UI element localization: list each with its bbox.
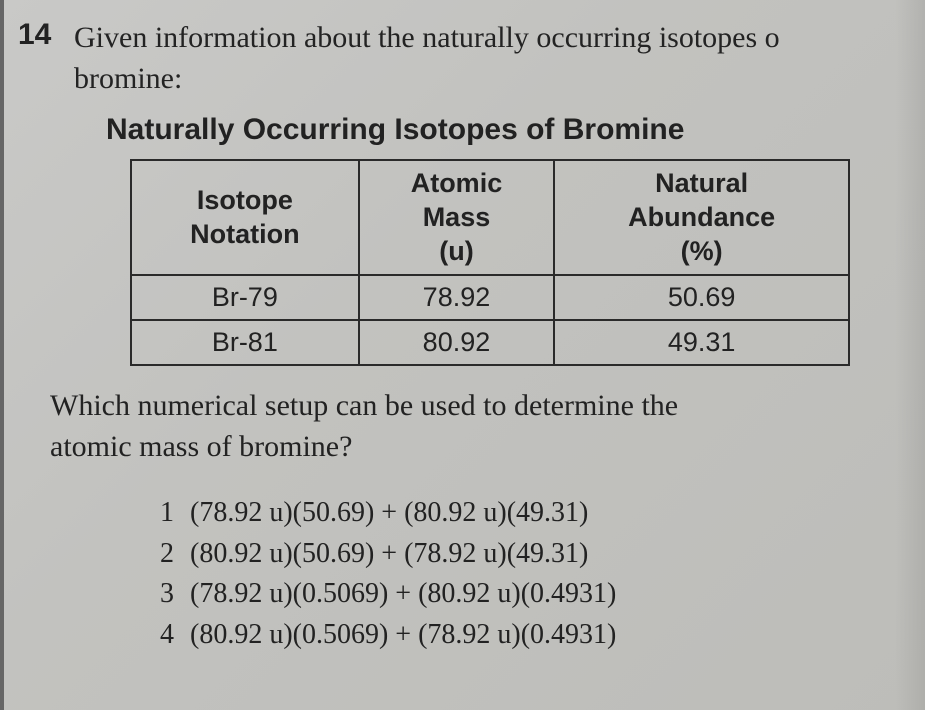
cell-mass: 80.92	[359, 320, 555, 365]
stem-line-2: bromine:	[74, 62, 182, 95]
choice-row: 1 (78.92 u)(50.69) + (80.92 u)(49.31)	[150, 493, 915, 534]
choice-number: 1	[150, 493, 174, 534]
table-title: Naturally Occurring Isotopes of Bromine	[106, 113, 915, 147]
cell-abundance: 50.69	[554, 275, 849, 320]
question-followup: Which numerical setup can be used to det…	[50, 386, 905, 467]
follow-line-2: atomic mass of bromine?	[50, 430, 352, 463]
cell-abundance: 49.31	[554, 320, 849, 365]
choice-number: 2	[150, 534, 174, 575]
isotope-table: Isotope Notation Atomic Mass (u) Natural…	[130, 159, 850, 366]
col3-line2: Abundance	[628, 202, 775, 232]
col3-line1: Natural	[655, 168, 748, 198]
answer-choices: 1 (78.92 u)(50.69) + (80.92 u)(49.31) 2 …	[150, 493, 915, 655]
col2-unit: (u)	[439, 236, 473, 266]
question-number: 14	[10, 18, 56, 52]
choice-text: (80.92 u)(50.69) + (78.92 u)(49.31)	[190, 534, 588, 575]
follow-line-1: Which numerical setup can be used to det…	[50, 389, 678, 422]
choice-row: 2 (80.92 u)(50.69) + (78.92 u)(49.31)	[150, 534, 915, 575]
choice-row: 3 (78.92 u)(0.5069) + (80.92 u)(0.4931)	[150, 574, 915, 615]
stem-line-1: Given information about the naturally oc…	[74, 21, 780, 54]
table-row: Br-81 80.92 49.31	[131, 320, 849, 365]
col-natural-abundance: Natural Abundance (%)	[554, 160, 849, 275]
col-atomic-mass: Atomic Mass (u)	[359, 160, 555, 275]
page: 14 Given information about the naturally…	[0, 0, 925, 710]
choice-number: 4	[150, 615, 174, 656]
col1-line1: Isotope	[197, 185, 293, 215]
col3-unit: (%)	[681, 236, 723, 266]
choice-number: 3	[150, 574, 174, 615]
choice-text: (78.92 u)(50.69) + (80.92 u)(49.31)	[190, 493, 588, 534]
cell-notation: Br-79	[131, 275, 359, 320]
col2-line1: Atomic	[411, 168, 503, 198]
col-isotope-notation: Isotope Notation	[131, 160, 359, 275]
question-stem: Given information about the naturally oc…	[74, 18, 915, 99]
question-row: 14 Given information about the naturally…	[10, 18, 915, 99]
col2-line2: Mass	[423, 202, 491, 232]
choice-text: (78.92 u)(0.5069) + (80.92 u)(0.4931)	[190, 574, 616, 615]
col1-line2: Notation	[190, 219, 299, 249]
cell-notation: Br-81	[131, 320, 359, 365]
choice-text: (80.92 u)(0.5069) + (78.92 u)(0.4931)	[190, 615, 616, 656]
cell-mass: 78.92	[359, 275, 555, 320]
table-row: Br-79 78.92 50.69	[131, 275, 849, 320]
table-header-row: Isotope Notation Atomic Mass (u) Natural…	[131, 160, 849, 275]
choice-row: 4 (80.92 u)(0.5069) + (78.92 u)(0.4931)	[150, 615, 915, 656]
